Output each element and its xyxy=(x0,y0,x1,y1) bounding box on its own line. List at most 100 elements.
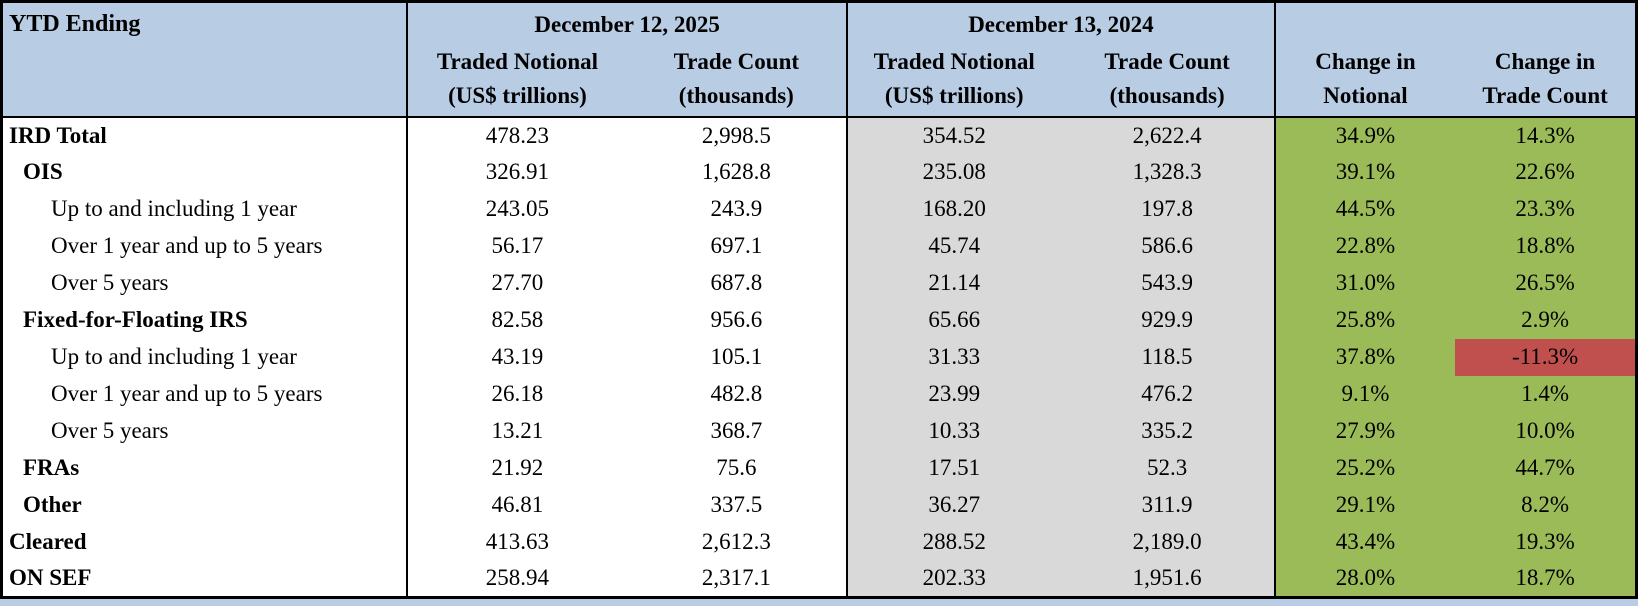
change-in-notional-cell: 43.4% xyxy=(1273,523,1456,561)
trade-count-2025-cell: 105.1 xyxy=(710,344,763,369)
trade-count-2024-cell: 929.9 xyxy=(1060,301,1275,339)
row-label-cell: OIS xyxy=(1,153,408,191)
table-row: Fixed-for-Floating IRS 82.58 956.6 65.66 929… xyxy=(1,301,1637,339)
traded-notional-2025-cell: 413.63 xyxy=(406,523,627,561)
trade-count-2025-cell: 368.7 xyxy=(710,418,763,443)
col-header-trade-count-2024: Trade Count (thousands) xyxy=(1060,41,1275,117)
col-header-change-in-notional: Change in Notional xyxy=(1273,41,1456,117)
col-header-line: Change in xyxy=(1315,49,1416,75)
traded-notional-2025-cell: 56.17 xyxy=(406,227,627,265)
table-row: FRAs 21.92 75.6 17.51 52.3 25.2% 44.7% xyxy=(1,449,1637,487)
traded-notional-2024-cell: 17.51 xyxy=(846,449,1061,487)
row-label-cell: Up to and including 1 year xyxy=(1,338,408,376)
col-header-line: (US$ trillions) xyxy=(884,82,1024,108)
change-in-notional-cell: 31.0% xyxy=(1273,264,1456,302)
table-row: OIS 326.91 1,628.8 235.08 1,328.3 39.1% 22.6% xyxy=(1,153,1637,191)
change-in-trade-count-cell: 26.5% xyxy=(1455,264,1637,302)
traded-notional-2024-cell: 168.20 xyxy=(846,190,1061,228)
row-label-cell: Over 5 years xyxy=(1,264,408,302)
change-in-notional-cell: 9.1% xyxy=(1273,375,1456,413)
change-in-trade-count-cell: 8.2% xyxy=(1455,486,1637,524)
traded-notional-2024-cell: 36.27 xyxy=(846,486,1061,524)
table-row: IRD Total 478.23 2,998.5 354.52 2,622.4 34.9%… xyxy=(1,116,1637,154)
table-row: Over 1 year and up to 5 years 56.17 697.1 4… xyxy=(1,227,1637,265)
row-label-cell: Over 1 year and up to 5 years xyxy=(1,227,408,265)
trade-count-2024-cell: 1,328.3 xyxy=(1060,153,1275,191)
table-row: Over 5 years 27.70 687.8 21.14 543.9 31.0% 26.… xyxy=(1,264,1637,302)
col-header-line: (thousands) xyxy=(678,82,794,108)
trade-count-2024-cell: 2,189.0 xyxy=(1060,523,1275,561)
change-in-trade-count-cell: 14.3% xyxy=(1455,116,1637,154)
change-in-trade-count-cell: 23.3% xyxy=(1455,190,1637,228)
traded-notional-2025-cell: 13.21 xyxy=(406,412,627,450)
traded-notional-2025-cell: 46.81 xyxy=(406,486,627,524)
change-in-trade-count-cell: 19.3% xyxy=(1455,523,1637,561)
trade-count-2024-cell: 1,951.6 xyxy=(1060,560,1275,598)
trade-count-2024-cell: 311.9 xyxy=(1060,486,1275,524)
change-in-trade-count-cell: 2.9% xyxy=(1455,301,1637,339)
table-row: Other 46.81 337.5 36.27 311.9 29.1% 8.2% xyxy=(1,486,1637,524)
col-header-line: Traded Notional xyxy=(436,49,599,75)
table-header: YTD Ending December 12, 2025 December 13… xyxy=(1,1,1637,117)
trade-count-2024-cell: 335.2 xyxy=(1060,412,1275,450)
traded-notional-2025-cell: 43.19 xyxy=(406,338,627,376)
row-label-cell: Up to and including 1 year xyxy=(1,190,408,228)
trade-count-2025-cell: 75.6 xyxy=(716,455,757,480)
trade-count-2024-cell: 2,622.4 xyxy=(1060,116,1275,154)
group-header-december-12-2025: December 12, 2025 xyxy=(406,1,848,42)
table-row: Cleared 413.63 2,612.3 288.52 2,189.0 43.4% 19… xyxy=(1,523,1637,561)
change-in-notional-cell: 44.5% xyxy=(1273,190,1456,228)
change-in-notional-cell: 28.0% xyxy=(1273,560,1456,598)
trade-count-2024-cell: 476.2 xyxy=(1060,375,1275,413)
col-header-trade-count-2025: Trade Count (thousands) xyxy=(626,41,848,117)
change-in-trade-count-cell: -11.3% xyxy=(1455,338,1637,376)
row-label-cell: Other xyxy=(1,486,408,524)
traded-notional-2024-cell: 354.52 xyxy=(846,116,1061,154)
change-in-trade-count-cell: 22.6% xyxy=(1455,153,1637,191)
row-label-cell: Cleared xyxy=(1,523,408,561)
traded-notional-2025-cell: 26.18 xyxy=(406,375,627,413)
trade-count-2024-cell: 52.3 xyxy=(1060,449,1275,487)
col-header-traded-notional-2025: Traded Notional (US$ trillions) xyxy=(406,41,627,117)
trade-count-2024-cell: 118.5 xyxy=(1060,338,1275,376)
col-header-line: Trade Count xyxy=(673,49,800,75)
traded-notional-2025-cell: 243.05 xyxy=(406,190,627,228)
change-in-notional-cell: 34.9% xyxy=(1273,116,1456,154)
change-in-notional-cell: 39.1% xyxy=(1273,153,1456,191)
traded-notional-2024-cell: 31.33 xyxy=(846,338,1061,376)
col-header-line: Trade Count xyxy=(1482,82,1608,108)
change-in-trade-count-cell: 18.8% xyxy=(1455,227,1637,265)
col-header-traded-notional-2024: Traded Notional (US$ trillions) xyxy=(846,41,1061,117)
traded-notional-2024-cell: 288.52 xyxy=(846,523,1061,561)
traded-notional-2025-cell: 27.70 xyxy=(406,264,627,302)
change-in-notional-cell: 29.1% xyxy=(1273,486,1456,524)
corner-header-ytd-ending: YTD Ending xyxy=(1,1,408,117)
change-in-notional-cell: 25.8% xyxy=(1273,301,1456,339)
row-label-cell: Over 5 years xyxy=(1,412,408,450)
col-header-line: Change in xyxy=(1494,49,1596,75)
change-in-trade-count-cell: 1.4% xyxy=(1455,375,1637,413)
traded-notional-2024-cell: 21.14 xyxy=(846,264,1061,302)
col-header-line: Trade Count xyxy=(1104,49,1230,75)
traded-notional-2024-cell: 235.08 xyxy=(846,153,1061,191)
trade-count-2025-cell: 1,628.8 xyxy=(701,159,771,184)
trade-count-2024-cell: 543.9 xyxy=(1060,264,1275,302)
col-header-line: (US$ trillions) xyxy=(448,82,587,108)
row-label-cell: Over 1 year and up to 5 years xyxy=(1,375,408,413)
trade-count-2025-cell: 956.6 xyxy=(710,307,763,332)
traded-notional-2025-cell: 326.91 xyxy=(406,153,627,191)
trade-count-2025-cell: 482.8 xyxy=(710,381,763,406)
traded-notional-2024-cell: 65.66 xyxy=(846,301,1061,339)
trade-count-2025-cell: 337.5 xyxy=(710,492,763,517)
table-row: Over 1 year and up to 5 years 26.18 482.8 2… xyxy=(1,375,1637,413)
col-header-change-in-trade-count: Change in Trade Count xyxy=(1455,41,1637,117)
change-in-trade-count-cell: 18.7% xyxy=(1455,560,1637,598)
traded-notional-2024-cell: 23.99 xyxy=(846,375,1061,413)
table-body: IRD Total 478.23 2,998.5 354.52 2,622.4 34.9%… xyxy=(1,116,1637,598)
table-row: ON SEF 258.94 2,317.1 202.33 1,951.6 28.0% 18.… xyxy=(1,560,1637,598)
change-in-notional-cell: 27.9% xyxy=(1273,412,1456,450)
row-label-cell: Fixed-for-Floating IRS xyxy=(1,301,408,339)
table-row: Up to and including 1 year 43.19 105.1 31.3… xyxy=(1,338,1637,376)
trade-count-2025-cell: 2,998.5 xyxy=(701,122,771,148)
